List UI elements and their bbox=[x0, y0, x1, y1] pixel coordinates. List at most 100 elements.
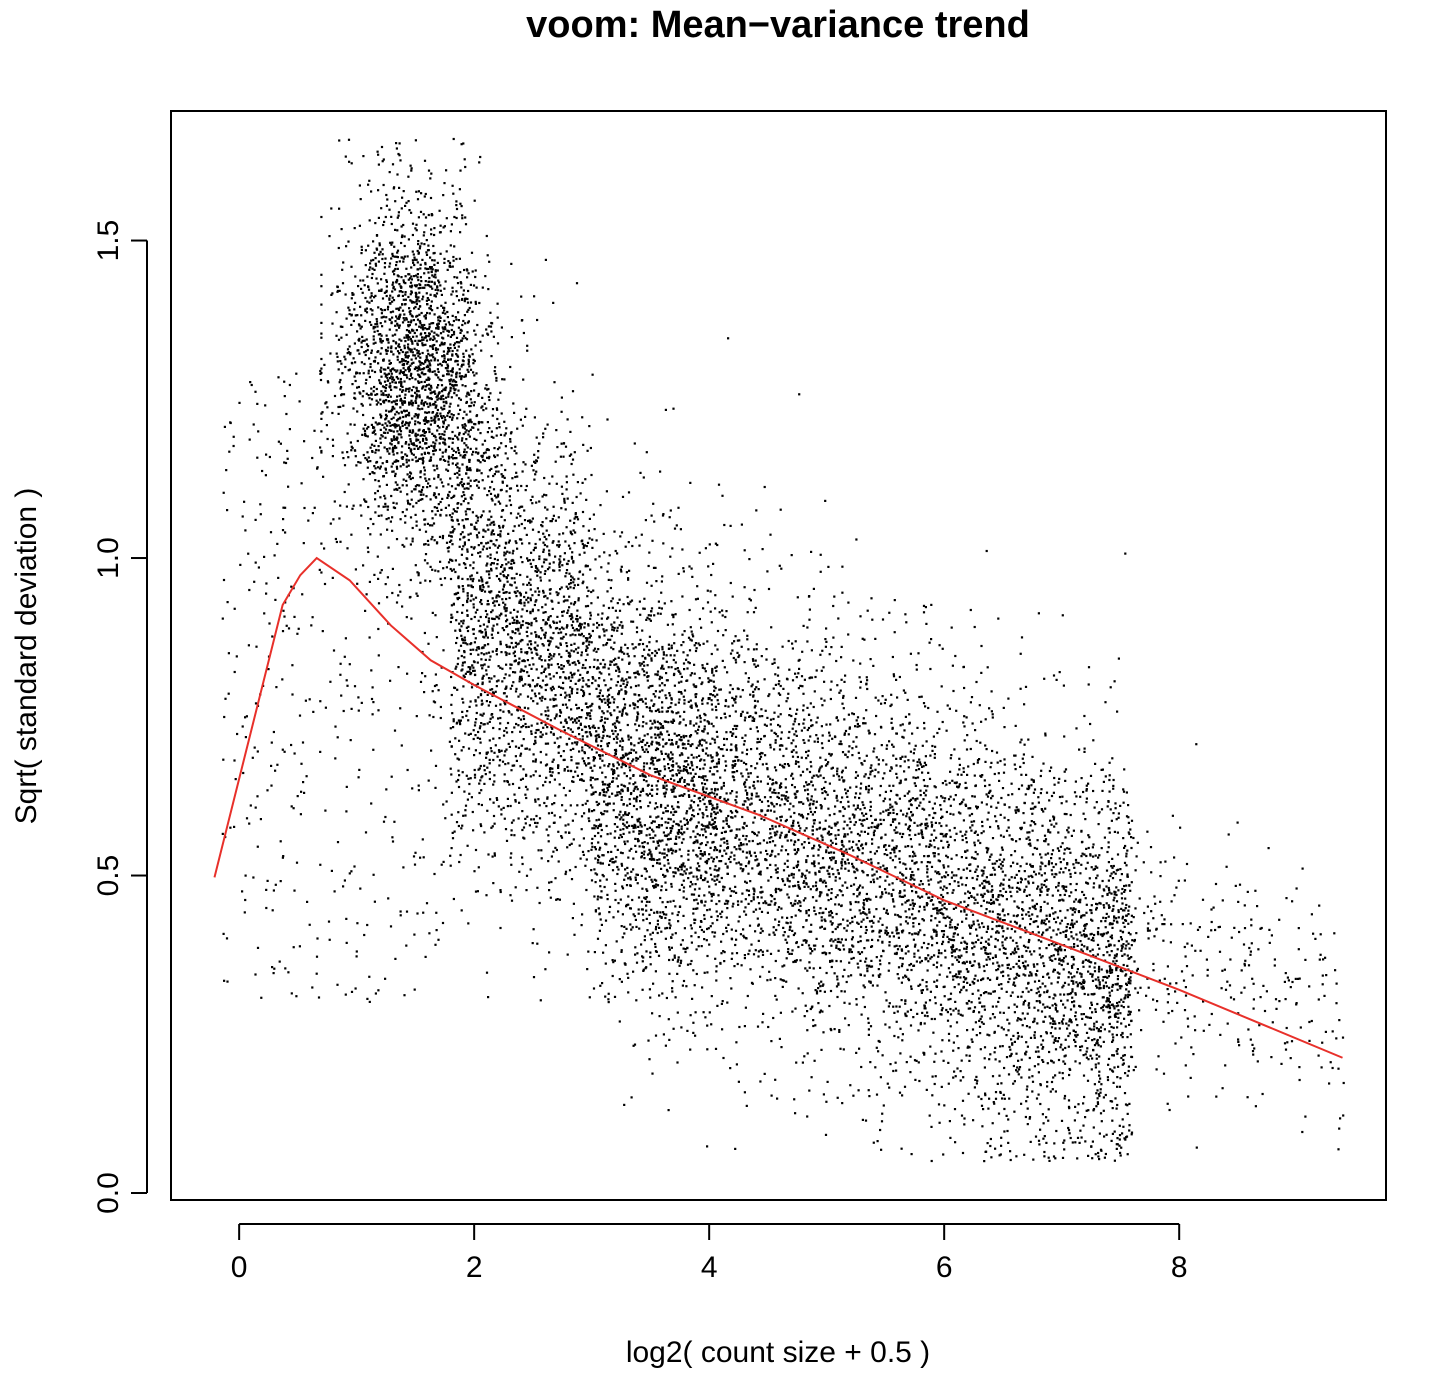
data-point bbox=[775, 928, 778, 932]
data-point bbox=[761, 965, 764, 969]
data-point bbox=[448, 415, 451, 419]
data-point bbox=[715, 762, 719, 765]
data-point bbox=[411, 342, 414, 345]
data-point bbox=[882, 818, 885, 822]
data-point bbox=[945, 871, 948, 874]
data-point bbox=[672, 899, 675, 902]
data-point bbox=[1015, 806, 1018, 809]
data-point bbox=[777, 692, 780, 695]
data-point bbox=[1100, 847, 1103, 850]
data-point bbox=[1246, 890, 1249, 893]
data-point bbox=[533, 478, 536, 481]
data-point bbox=[685, 766, 688, 769]
data-point bbox=[806, 969, 809, 972]
data-point bbox=[402, 317, 405, 320]
data-point bbox=[867, 788, 870, 791]
data-point bbox=[664, 821, 667, 824]
data-point bbox=[784, 849, 788, 852]
data-point bbox=[409, 450, 412, 453]
data-point bbox=[740, 645, 743, 648]
data-point bbox=[423, 380, 426, 383]
data-point bbox=[569, 686, 572, 689]
data-point bbox=[570, 462, 573, 466]
data-point bbox=[817, 862, 820, 865]
data-point bbox=[779, 816, 782, 819]
data-point bbox=[756, 775, 759, 778]
data-point bbox=[1035, 1000, 1038, 1003]
data-point bbox=[849, 922, 852, 925]
data-point bbox=[690, 941, 693, 944]
data-point bbox=[713, 875, 716, 878]
data-point bbox=[936, 909, 939, 912]
data-point bbox=[702, 730, 705, 733]
data-point bbox=[975, 928, 978, 931]
data-point bbox=[763, 796, 767, 799]
data-point bbox=[525, 652, 529, 655]
data-point bbox=[665, 654, 668, 657]
data-point bbox=[267, 668, 270, 671]
data-point bbox=[627, 752, 630, 755]
data-point bbox=[1025, 1088, 1028, 1091]
data-point bbox=[834, 837, 837, 840]
data-point bbox=[697, 797, 700, 800]
data-point bbox=[542, 550, 545, 553]
data-point bbox=[424, 284, 427, 287]
data-point bbox=[835, 659, 838, 663]
data-point bbox=[1105, 869, 1109, 872]
data-point bbox=[1046, 989, 1049, 992]
data-point bbox=[700, 758, 703, 761]
data-point bbox=[985, 748, 988, 751]
data-point bbox=[1061, 959, 1064, 962]
data-point bbox=[420, 242, 423, 245]
data-point bbox=[854, 725, 857, 728]
data-point bbox=[958, 757, 961, 760]
data-point bbox=[404, 521, 407, 524]
data-point bbox=[1008, 1045, 1011, 1049]
data-point bbox=[822, 1031, 825, 1034]
data-point bbox=[605, 791, 608, 794]
data-point bbox=[756, 700, 759, 703]
data-point bbox=[418, 394, 421, 397]
data-point bbox=[930, 603, 933, 606]
data-point bbox=[741, 892, 744, 895]
data-point bbox=[1025, 1041, 1028, 1044]
data-point bbox=[914, 776, 917, 780]
data-point bbox=[535, 570, 538, 573]
data-point bbox=[990, 761, 993, 764]
data-point bbox=[1110, 937, 1114, 940]
data-point bbox=[972, 923, 975, 926]
data-point bbox=[1087, 834, 1090, 837]
data-point bbox=[505, 839, 509, 842]
data-point bbox=[652, 840, 655, 843]
data-point bbox=[677, 801, 680, 804]
data-point bbox=[637, 908, 640, 911]
data-point bbox=[949, 795, 952, 798]
data-point bbox=[662, 745, 665, 748]
data-point bbox=[1180, 1036, 1183, 1039]
data-point bbox=[716, 878, 719, 881]
data-point bbox=[457, 769, 460, 772]
data-point bbox=[885, 848, 888, 851]
data-point bbox=[369, 266, 372, 269]
data-point bbox=[587, 643, 591, 646]
data-point bbox=[534, 631, 537, 634]
data-point bbox=[1105, 912, 1108, 915]
data-point bbox=[1049, 1032, 1052, 1035]
data-point bbox=[692, 1031, 695, 1034]
data-point bbox=[1038, 953, 1041, 956]
data-point bbox=[927, 896, 930, 899]
data-point bbox=[934, 917, 937, 920]
data-point bbox=[499, 391, 502, 394]
data-point bbox=[1121, 1031, 1124, 1035]
data-point bbox=[375, 320, 379, 323]
data-point bbox=[854, 808, 857, 811]
data-point bbox=[941, 1007, 944, 1010]
data-point bbox=[611, 606, 614, 609]
data-point bbox=[873, 915, 876, 918]
data-point bbox=[1122, 1054, 1125, 1057]
data-point bbox=[711, 922, 714, 925]
data-point bbox=[1081, 981, 1084, 984]
data-point bbox=[807, 799, 810, 802]
data-point bbox=[493, 447, 496, 450]
data-point bbox=[507, 633, 510, 636]
